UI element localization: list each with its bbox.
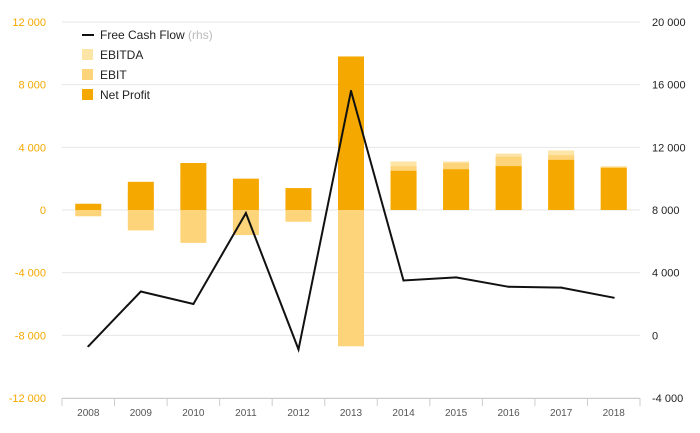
ebit-bar (285, 210, 312, 222)
legend-label: EBIT (100, 68, 127, 82)
left-tick-label: 0 (40, 205, 46, 217)
right-tick-label: -4 000 (652, 393, 683, 405)
right-tick-label: 20 000 (652, 17, 686, 29)
legend-label-text: EBITDA (100, 48, 143, 62)
x-tick-label: 2011 (235, 408, 257, 419)
legend-label-text: Net Profit (100, 88, 151, 102)
ebit-bar (338, 210, 364, 347)
right-tick-label: 16 000 (652, 80, 686, 92)
right-tick-label: 8 000 (652, 205, 680, 217)
x-tick-label: 2009 (130, 408, 153, 419)
free-cash-flow-point (87, 345, 90, 348)
free-cash-flow-point (244, 212, 247, 215)
free-cash-flow-point (560, 286, 563, 289)
legend-label: Free Cash Flow (rhs) (100, 28, 213, 42)
free-cash-flow-point (455, 276, 458, 279)
x-tick-label: 2015 (445, 408, 468, 419)
left-tick-label: -4 000 (15, 268, 46, 280)
free-cash-flow-point (350, 89, 352, 92)
ebit-bar (180, 210, 207, 243)
x-tick-label: 2017 (550, 408, 573, 419)
x-tick-label: 2012 (287, 408, 310, 419)
left-tick-label: 8 000 (18, 80, 46, 92)
x-tick-label: 2008 (77, 408, 100, 419)
legend-box-swatch (82, 89, 93, 100)
left-tick-label: -12 000 (9, 393, 46, 405)
free-cash-flow-point (507, 285, 510, 288)
net-profit-bar (600, 167, 627, 210)
right-tick-label: 0 (652, 330, 658, 342)
net-profit-bar (390, 170, 417, 210)
left-tick-label: 12 000 (12, 17, 46, 29)
right-tick-label: 4 000 (652, 268, 680, 280)
net-profit-bar (443, 169, 470, 210)
net-profit-bar (180, 163, 207, 210)
x-tick-label: 2013 (340, 408, 363, 419)
free-cash-flow-point (139, 290, 142, 293)
net-profit-bar (232, 178, 259, 210)
x-tick-label: 2010 (182, 408, 205, 419)
left-tick-label: 4 000 (18, 142, 46, 154)
net-profit-bar (548, 159, 575, 210)
x-tick-label: 2016 (498, 408, 521, 419)
legend-note: (rhs) (185, 28, 213, 42)
legend-label-text: EBIT (100, 68, 127, 82)
net-profit-bar (285, 188, 312, 210)
net-profit-bar (75, 203, 102, 210)
right-tick-label: 12 000 (652, 142, 686, 154)
ebit-bar (75, 210, 102, 217)
free-cash-flow-point (612, 296, 615, 299)
x-tick-label: 2018 (603, 408, 626, 419)
free-cash-flow-point (402, 279, 405, 282)
x-tick-label: 2014 (392, 408, 415, 419)
bars (75, 56, 627, 347)
net-profit-bar (127, 181, 154, 210)
left-axis: 12 000 8 000 4 000 0 -4 000 -8 000 -12 000 (9, 17, 46, 405)
free-cash-flow-point (192, 303, 195, 305)
legend-box-swatch (82, 49, 93, 60)
legend-box-swatch (82, 69, 93, 80)
legend-label: Net Profit (100, 88, 151, 102)
net-profit-bar (495, 166, 522, 210)
legend: Free Cash Flow (rhs) EBITDA EBIT Net Profit (82, 28, 213, 102)
legend-label: EBITDA (100, 48, 143, 62)
free-cash-flow-point (297, 348, 300, 351)
x-axis: 2008 2009 2010 2011 2012 2013 2014 2015 2016 2017… (61, 398, 641, 419)
right-axis: 20 000 16 000 12 000 8 000 4 000 0 -4 000 (652, 17, 686, 405)
free-cash-flow-line-group (87, 89, 615, 353)
legend-label-text: Free Cash Flow (100, 28, 185, 42)
left-tick-label: -8 000 (15, 330, 46, 342)
ebit-bar (127, 210, 154, 231)
